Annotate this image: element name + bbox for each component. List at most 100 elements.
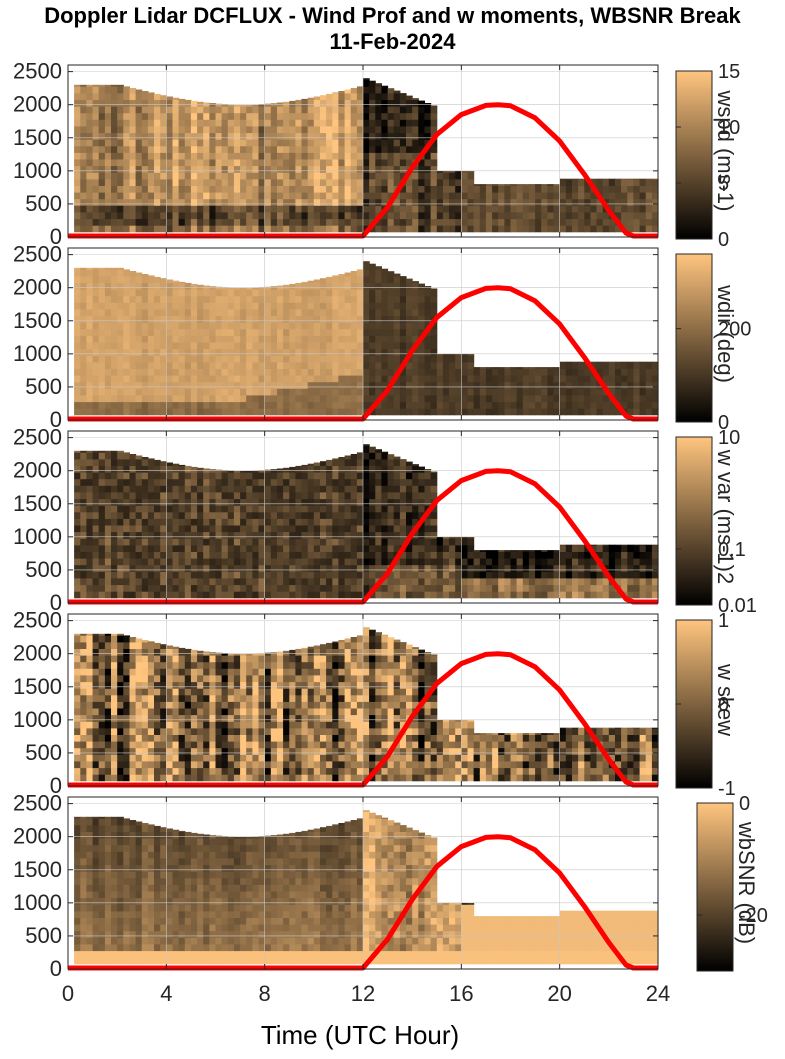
heatmap-cell	[123, 394, 130, 403]
heatmap-cell	[227, 295, 235, 303]
heatmap-cell	[154, 341, 161, 350]
heatmap-cell	[424, 544, 432, 552]
heatmap-cell	[559, 185, 567, 193]
heatmap-cell	[430, 152, 438, 160]
heatmap-cell	[406, 472, 413, 480]
heatmap-cell	[277, 132, 284, 140]
heatmap-cell	[313, 218, 321, 226]
heatmap-cell	[129, 375, 137, 383]
heatmap-cell	[492, 225, 499, 233]
heatmap-cell	[381, 92, 389, 100]
heatmap-cell	[295, 584, 303, 592]
heatmap-cell	[338, 145, 346, 153]
heatmap-cell	[559, 211, 567, 220]
heatmap-cell	[227, 584, 235, 592]
heatmap-cell	[418, 341, 425, 350]
heatmap-cell	[320, 172, 327, 180]
heatmap-cell	[596, 401, 604, 409]
heatmap-cell	[406, 491, 413, 500]
heatmap-cell	[461, 381, 468, 389]
heatmap-cell	[258, 511, 266, 519]
heatmap-cell	[510, 185, 518, 193]
heatmap-cell	[98, 275, 106, 283]
heatmap-cell	[332, 99, 339, 107]
heatmap-cell	[98, 452, 106, 460]
heatmap-cell	[338, 165, 346, 173]
heatmap-cell	[572, 577, 579, 586]
heatmap-cell	[430, 544, 438, 552]
heatmap-cell	[258, 308, 266, 317]
heatmap-cell	[479, 551, 487, 559]
heatmap-cell	[154, 558, 161, 566]
heatmap-cell	[86, 269, 94, 277]
heatmap-cell	[233, 524, 241, 533]
heatmap-cell	[406, 361, 413, 369]
heatmap-cell	[98, 322, 106, 330]
heatmap-cell	[541, 550, 548, 552]
heatmap-cell	[461, 178, 468, 186]
heatmap-cell	[356, 99, 364, 107]
heatmap-cell	[98, 472, 106, 480]
heatmap-cell	[111, 478, 118, 486]
heatmap-cell	[584, 591, 591, 599]
heatmap-cell	[418, 315, 425, 323]
heatmap-cell	[111, 178, 118, 186]
heatmap-cell	[129, 341, 137, 350]
heatmap-cell	[178, 524, 186, 533]
heatmap-cell	[430, 105, 438, 107]
heatmap-cell	[283, 551, 290, 559]
heatmap-cell	[363, 92, 370, 100]
heatmap-cell	[135, 308, 143, 317]
heatmap-cell	[92, 531, 100, 539]
heatmap-cell	[184, 205, 192, 213]
heatmap-cell	[160, 95, 167, 100]
heatmap-cell	[572, 584, 579, 592]
heatmap-cell	[553, 551, 561, 559]
heatmap-cell	[406, 584, 413, 592]
heatmap-cell	[141, 478, 149, 486]
heatmap-cell	[516, 185, 524, 193]
heatmap-cell	[436, 394, 444, 403]
heatmap-cell	[240, 341, 247, 350]
heatmap-cell	[375, 282, 382, 290]
heatmap-cell	[190, 591, 198, 599]
heatmap-cell	[258, 375, 266, 383]
heatmap-cell	[98, 465, 106, 473]
heatmap-cell	[332, 472, 339, 480]
heatmap-cell	[350, 185, 358, 193]
heatmap-cell	[240, 591, 247, 599]
heatmap-cell	[74, 368, 81, 376]
heatmap-cell	[277, 564, 284, 572]
heatmap-cell	[412, 178, 419, 186]
heatmap-cell	[559, 394, 567, 403]
heatmap-cell	[307, 132, 315, 140]
heatmap-cell	[147, 505, 155, 513]
heatmap-cell	[326, 505, 333, 513]
heatmap-cell	[590, 577, 598, 586]
heatmap-cell	[528, 551, 536, 559]
heatmap-cell	[258, 498, 266, 506]
heatmap-cell	[184, 106, 192, 114]
heatmap-cell	[227, 491, 235, 500]
heatmap-cell	[430, 518, 438, 526]
heatmap-cell	[154, 112, 161, 120]
heatmap-cell	[369, 368, 376, 376]
heatmap-cell	[117, 505, 124, 513]
heatmap-cell	[240, 408, 247, 416]
heatmap-cell	[74, 361, 81, 369]
heatmap-cell	[350, 328, 358, 336]
heatmap-cell	[633, 388, 641, 396]
heatmap-cell	[117, 452, 124, 460]
heatmap-cell	[541, 184, 548, 186]
heatmap-cell	[522, 368, 530, 376]
heatmap-cell	[510, 591, 518, 599]
heatmap-cell	[258, 178, 266, 186]
heatmap-cell	[147, 211, 155, 220]
heatmap-cell	[301, 538, 309, 546]
heatmap-cell	[381, 478, 389, 486]
heatmap-cell	[381, 361, 389, 369]
heatmap-cell	[399, 524, 407, 533]
heatmap-cell	[160, 558, 167, 566]
